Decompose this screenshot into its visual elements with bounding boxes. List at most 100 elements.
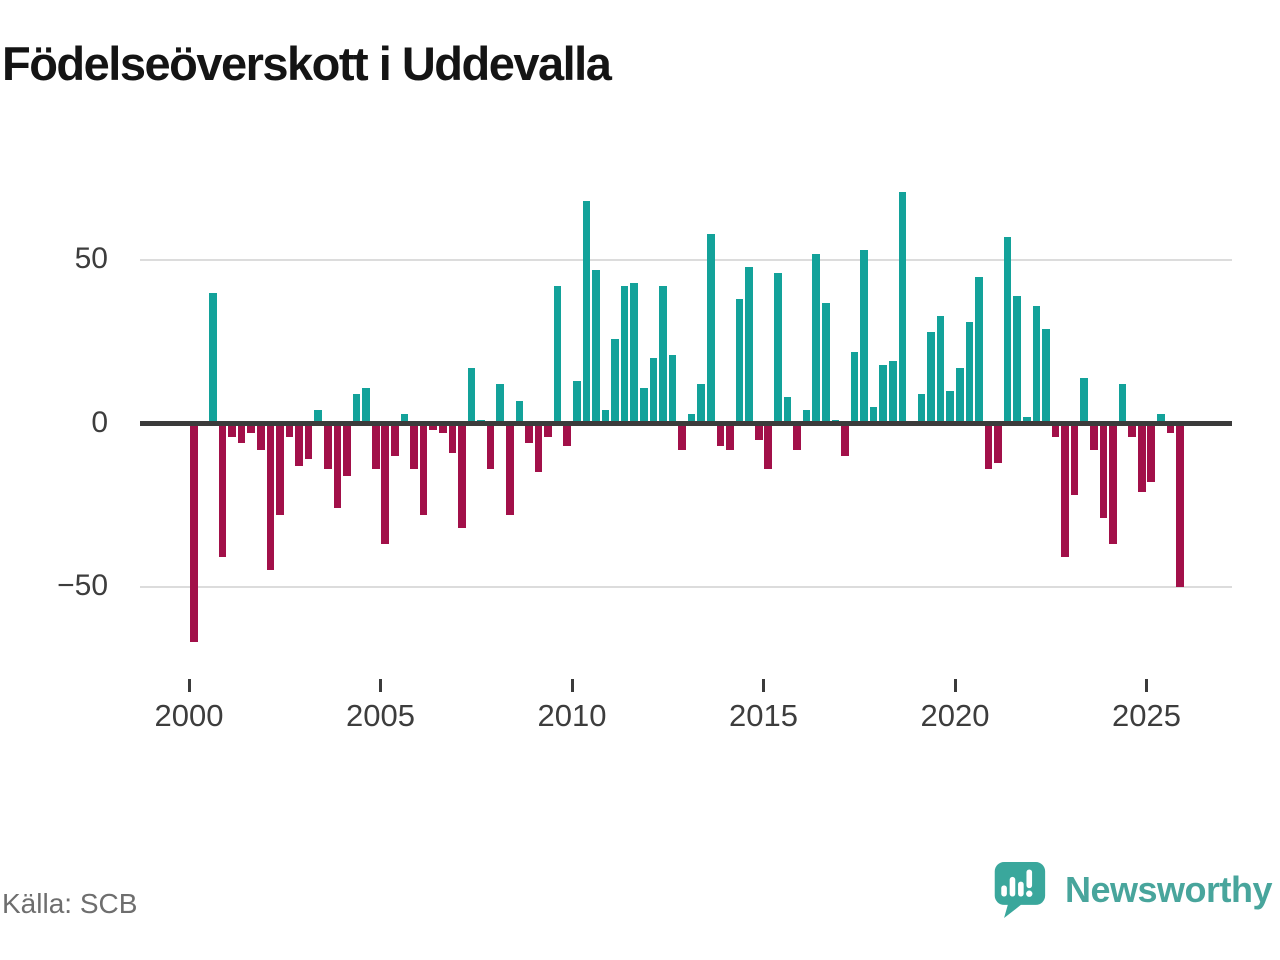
bar-2008-q1 [496,384,504,424]
x-tick-2020 [953,679,957,692]
y-axis-label-50: 50 [74,242,108,276]
bar-2008-q2 [505,423,514,515]
bar-2003-q2 [314,410,323,424]
bar-2004-q4 [371,423,380,470]
bar-2001-q3 [247,423,256,434]
chart-title: Födelseöverskott i Uddevalla [2,37,612,90]
x-tick-2010 [570,679,574,692]
bar-2010-q2 [582,201,591,424]
bar-2002-q4 [295,423,303,466]
bar-2001-q1 [228,423,236,437]
bar-2023-q3 [1090,423,1098,450]
bar-2020-q4 [984,423,993,470]
bar-2021-q2 [1003,237,1012,424]
bar-2022-q1 [1032,305,1041,424]
bar-2024-q3 [1128,423,1136,437]
bar-2020-q2 [965,322,974,424]
bar-2019-q3 [936,315,945,424]
bar-2015-q2 [774,273,782,424]
x-axis-label-2020: 2020 [920,698,990,733]
bar-2017-q4 [869,407,878,424]
bar-2005-q4 [410,423,418,470]
bar-2007-q4 [486,423,495,470]
bar-2011-q2 [620,286,629,424]
bar-2003-q4 [333,423,342,509]
bar-2018-q1 [879,364,887,424]
bar-2006-q3 [438,423,447,434]
bar-2006-q1 [419,423,428,515]
bar-2013-q3 [707,234,715,424]
bar-2019-q1 [917,394,926,424]
bar-2009-q1 [534,423,543,473]
bar-2002-q1 [266,423,275,571]
x-axis-label-2015: 2015 [729,698,798,733]
bar-2022-q3 [1051,423,1060,437]
bar-2004-q3 [362,387,370,424]
bar-2023-q4 [1099,423,1108,519]
bar-2017-q3 [860,250,868,424]
bar-2008-q4 [525,423,533,444]
bar-2010-q4 [601,410,610,424]
bar-2011-q1 [611,338,619,424]
bar-2018-q3 [898,191,907,424]
bar-2010-q3 [592,270,600,424]
bar-2024-q1 [1109,423,1117,545]
gridline--50 [140,585,1232,588]
bar-2011-q3 [630,283,639,424]
x-tick-2025 [1145,679,1148,692]
bar-2001-q4 [257,423,265,450]
y-axis-label-0: 0 [91,405,108,439]
bar-2007-q2 [467,367,476,424]
brand-lockup: Newsworthy [991,860,1273,920]
bar-2022-q2 [1042,328,1050,424]
bar-2012-q1 [649,358,658,424]
bar-2002-q3 [285,423,294,437]
source-label: Källa: SCB [2,888,138,919]
bar-2003-q1 [304,423,313,460]
bar-2021-q4 [1023,416,1031,424]
bar-2023-q2 [1080,377,1089,424]
bar-2025-q4 [1176,423,1184,587]
bar-2000-q1 [189,423,198,643]
bar-2009-q3 [553,286,562,424]
bar-2009-q4 [563,423,571,447]
y-axis-label--50: −50 [57,568,108,602]
gridline-50 [140,259,1232,262]
bar-2025-q1 [1147,423,1156,483]
x-axis-label-2000: 2000 [154,698,224,733]
bar-2009-q2 [544,423,552,437]
bar-2006-q4 [448,423,457,453]
bar-2015-q3 [783,397,792,424]
bar-2012-q2 [659,286,667,424]
bar-2014-q4 [754,423,763,440]
bar-2014-q1 [726,423,734,450]
bar-2018-q2 [888,361,897,424]
bar-2000-q3 [209,292,217,424]
bar-2012-q3 [668,354,677,424]
bar-2022-q4 [1061,423,1069,558]
bar-2019-q4 [946,390,954,424]
x-axis-label-2010: 2010 [537,698,607,733]
x-axis-label-2005: 2005 [346,698,415,733]
bar-2006-q2 [429,423,437,431]
bar-2005-q1 [381,423,390,545]
bar-2007-q1 [458,423,466,528]
bar-2013-q4 [716,423,725,447]
bar-2025-q2 [1157,413,1165,424]
x-tick-2000 [187,679,191,692]
bar-2020-q3 [975,276,983,424]
bar-2013-q1 [687,413,696,424]
bar-2017-q2 [850,351,859,424]
bar-2023-q1 [1070,423,1079,496]
bar-2015-q1 [764,423,773,470]
bar-2024-q2 [1118,384,1127,424]
bar-2010-q1 [572,381,581,424]
newsworthy-logo-icon [991,860,1047,920]
bar-2025-q3 [1166,423,1175,434]
bar-2004-q2 [352,394,361,424]
bar-2019-q2 [927,332,935,424]
x-tick-2005 [379,679,382,692]
bar-2005-q3 [400,413,409,424]
bar-2020-q1 [955,367,964,424]
bar-2016-q3 [821,302,830,424]
